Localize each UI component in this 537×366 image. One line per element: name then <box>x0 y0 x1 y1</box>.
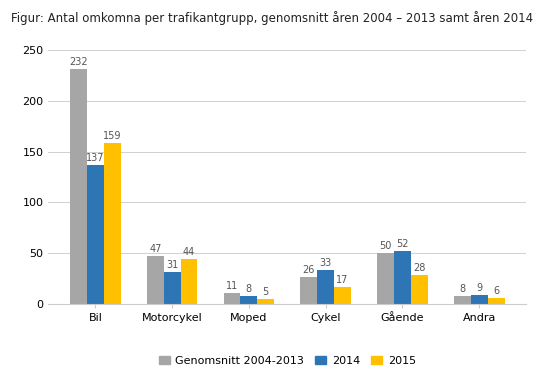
Bar <box>164 272 180 304</box>
Text: 8: 8 <box>246 284 252 294</box>
Bar <box>394 251 411 304</box>
Bar <box>87 165 104 304</box>
Bar <box>488 298 505 304</box>
Text: Figur: Antal omkomna per trafikantgrupp, genomsnitt åren 2004 – 2013 samt åren 2: Figur: Antal omkomna per trafikantgrupp,… <box>11 11 537 25</box>
Bar <box>300 277 317 304</box>
Text: 5: 5 <box>263 287 269 297</box>
Bar <box>317 270 334 304</box>
Bar <box>334 287 351 304</box>
Text: 137: 137 <box>86 153 105 163</box>
Text: 9: 9 <box>476 283 482 293</box>
Text: 26: 26 <box>303 265 315 275</box>
Bar <box>147 256 164 304</box>
Text: 31: 31 <box>166 260 178 270</box>
Bar <box>454 296 471 304</box>
Text: 47: 47 <box>149 244 162 254</box>
Text: 6: 6 <box>493 286 499 296</box>
Bar <box>471 295 488 304</box>
Text: 33: 33 <box>320 258 332 268</box>
Text: 232: 232 <box>69 57 88 67</box>
Text: 44: 44 <box>183 247 195 257</box>
Bar <box>377 253 394 304</box>
Text: 11: 11 <box>226 281 238 291</box>
Bar <box>411 275 428 304</box>
Text: 17: 17 <box>336 274 349 284</box>
Bar <box>257 299 274 304</box>
Bar <box>70 69 87 304</box>
Text: 28: 28 <box>413 264 425 273</box>
Legend: Genomsnitt 2004-2013, 2014, 2015: Genomsnitt 2004-2013, 2014, 2015 <box>154 351 420 366</box>
Bar <box>223 293 241 304</box>
Bar <box>180 259 198 304</box>
Text: 159: 159 <box>103 131 121 141</box>
Text: 52: 52 <box>396 239 409 249</box>
Bar <box>241 296 257 304</box>
Text: 50: 50 <box>379 241 391 251</box>
Text: 8: 8 <box>459 284 466 294</box>
Bar <box>104 143 121 304</box>
